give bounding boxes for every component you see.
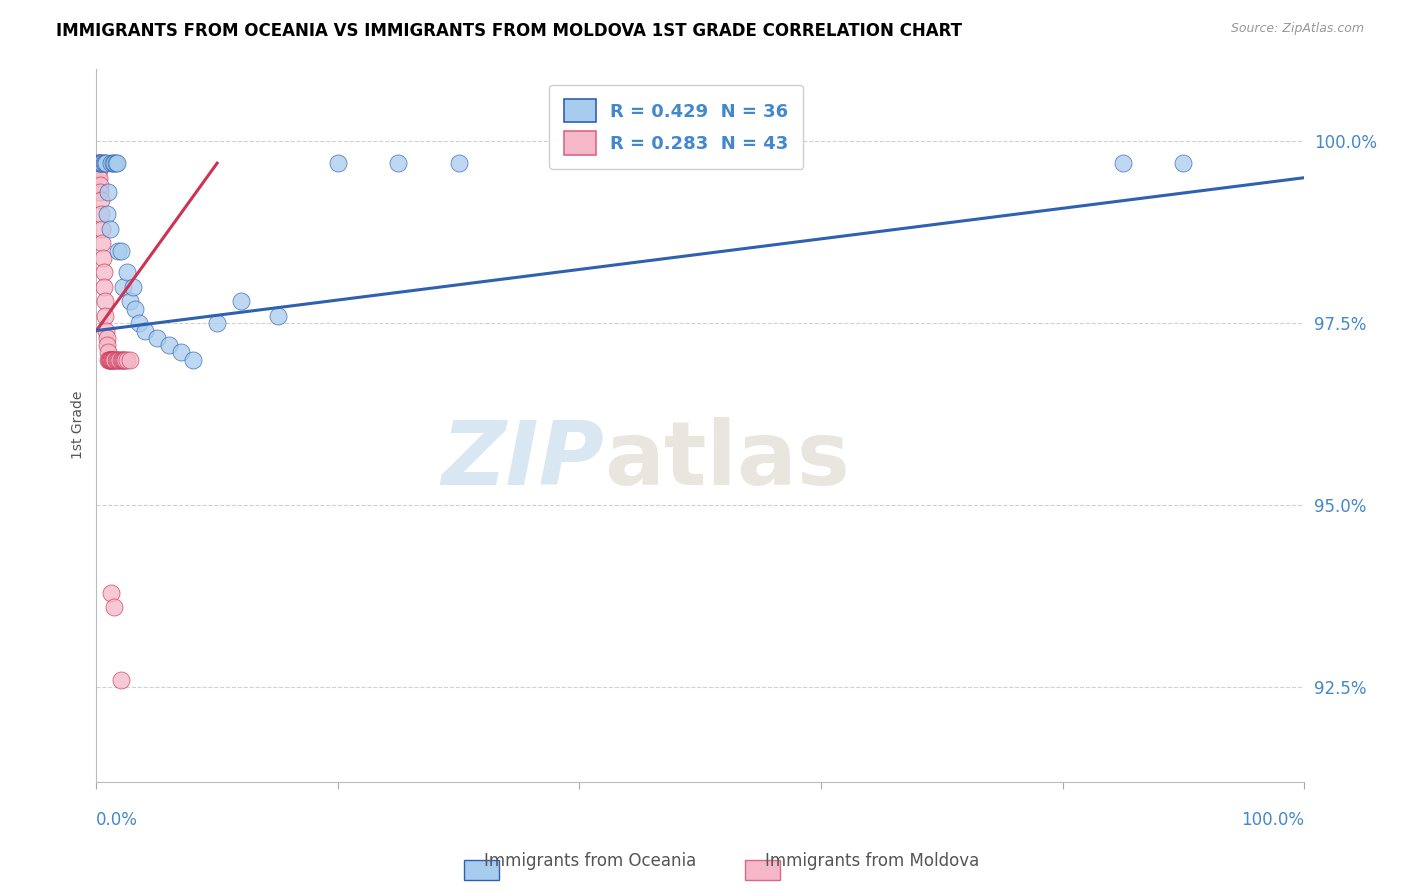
Point: [134, 324, 156, 338]
Point: [101, 352, 124, 367]
Point: [94, 156, 117, 170]
Point: [98, 352, 121, 367]
Point: [93, 265, 115, 279]
Y-axis label: 1st Grade: 1st Grade: [72, 391, 86, 459]
Point: [87, 156, 110, 170]
Point: [96, 331, 118, 345]
Point: [128, 316, 150, 330]
Point: [266, 309, 288, 323]
Point: [98, 352, 121, 367]
Point: [90, 156, 112, 170]
Text: atlas: atlas: [603, 417, 849, 504]
Point: [98, 221, 121, 235]
Point: [107, 244, 129, 258]
Point: [1173, 156, 1195, 170]
Point: [1112, 156, 1135, 170]
Point: [97, 186, 120, 200]
Point: [90, 193, 112, 207]
Point: [103, 156, 125, 170]
Point: [145, 331, 167, 345]
Point: [205, 316, 228, 330]
Text: 100.0%: 100.0%: [1241, 811, 1305, 829]
Point: [103, 600, 125, 615]
Point: [111, 280, 134, 294]
Point: [97, 345, 120, 359]
Point: [108, 352, 131, 367]
Text: IMMIGRANTS FROM OCEANIA VS IMMIGRANTS FROM MOLDOVA 1ST GRADE CORRELATION CHART: IMMIGRANTS FROM OCEANIA VS IMMIGRANTS FR…: [56, 22, 962, 40]
Point: [89, 156, 111, 170]
Point: [120, 352, 142, 367]
Point: [124, 301, 146, 316]
Point: [110, 244, 132, 258]
Point: [157, 338, 180, 352]
Point: [103, 352, 125, 367]
Text: 0.0%: 0.0%: [97, 811, 138, 829]
Point: [90, 207, 112, 221]
Point: [447, 156, 470, 170]
Point: [94, 324, 117, 338]
Point: [91, 236, 114, 251]
Point: [98, 352, 121, 367]
Point: [89, 170, 111, 185]
Point: [326, 156, 349, 170]
Point: [91, 251, 114, 265]
Point: [94, 294, 117, 309]
Point: [91, 156, 114, 170]
Point: [100, 352, 122, 367]
Point: [90, 221, 112, 235]
Point: [111, 352, 134, 367]
Point: [115, 352, 138, 367]
Point: [89, 186, 111, 200]
Point: [100, 352, 122, 367]
Point: [93, 156, 115, 170]
Point: [103, 156, 125, 170]
Point: [107, 352, 129, 367]
Point: [86, 156, 108, 170]
Point: [101, 352, 124, 367]
Point: [96, 338, 118, 352]
Text: ZIP: ZIP: [441, 417, 603, 504]
Text: Source: ZipAtlas.com: Source: ZipAtlas.com: [1230, 22, 1364, 36]
Point: [97, 352, 120, 367]
Point: [181, 352, 204, 367]
Point: [120, 294, 142, 309]
Point: [112, 352, 135, 367]
Legend: R = 0.429  N = 36, R = 0.283  N = 43: R = 0.429 N = 36, R = 0.283 N = 43: [550, 85, 803, 169]
Point: [93, 280, 115, 294]
Point: [94, 156, 117, 170]
Point: [111, 352, 134, 367]
Point: [170, 345, 193, 359]
Point: [103, 352, 125, 367]
Point: [387, 156, 409, 170]
Point: [100, 156, 122, 170]
Point: [115, 265, 138, 279]
Point: [231, 294, 253, 309]
Point: [121, 280, 143, 294]
Point: [110, 673, 132, 687]
Point: [89, 178, 111, 192]
Point: [104, 156, 127, 170]
Point: [100, 585, 122, 599]
Point: [87, 156, 110, 170]
Point: [87, 163, 110, 178]
Point: [105, 156, 128, 170]
Point: [105, 352, 128, 367]
Point: [114, 352, 136, 367]
Text: Immigrants from Oceania: Immigrants from Oceania: [485, 852, 696, 870]
Point: [96, 207, 118, 221]
Point: [110, 352, 132, 367]
Point: [94, 309, 117, 323]
Point: [104, 352, 127, 367]
Text: Immigrants from Moldova: Immigrants from Moldova: [765, 852, 979, 870]
